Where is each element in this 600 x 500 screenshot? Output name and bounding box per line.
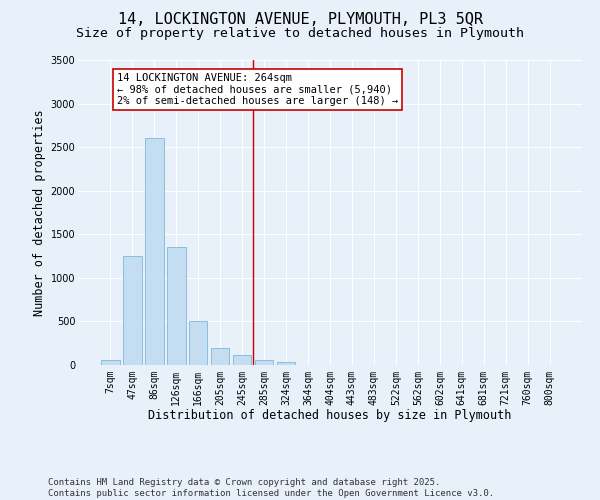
Y-axis label: Number of detached properties: Number of detached properties — [34, 109, 46, 316]
Text: 14, LOCKINGTON AVENUE, PLYMOUTH, PL3 5QR: 14, LOCKINGTON AVENUE, PLYMOUTH, PL3 5QR — [118, 12, 482, 28]
X-axis label: Distribution of detached houses by size in Plymouth: Distribution of detached houses by size … — [148, 410, 512, 422]
Bar — [233, 354, 251, 365]
Text: 14 LOCKINGTON AVENUE: 264sqm
← 98% of detached houses are smaller (5,940)
2% of : 14 LOCKINGTON AVENUE: 264sqm ← 98% of de… — [117, 73, 398, 106]
Text: Contains HM Land Registry data © Crown copyright and database right 2025.
Contai: Contains HM Land Registry data © Crown c… — [48, 478, 494, 498]
Bar — [277, 362, 295, 365]
Bar — [123, 256, 142, 365]
Bar — [101, 360, 119, 365]
Bar — [167, 248, 185, 365]
Text: Size of property relative to detached houses in Plymouth: Size of property relative to detached ho… — [76, 28, 524, 40]
Bar — [211, 348, 229, 365]
Bar — [145, 138, 164, 365]
Bar — [189, 322, 208, 365]
Bar — [255, 360, 274, 365]
